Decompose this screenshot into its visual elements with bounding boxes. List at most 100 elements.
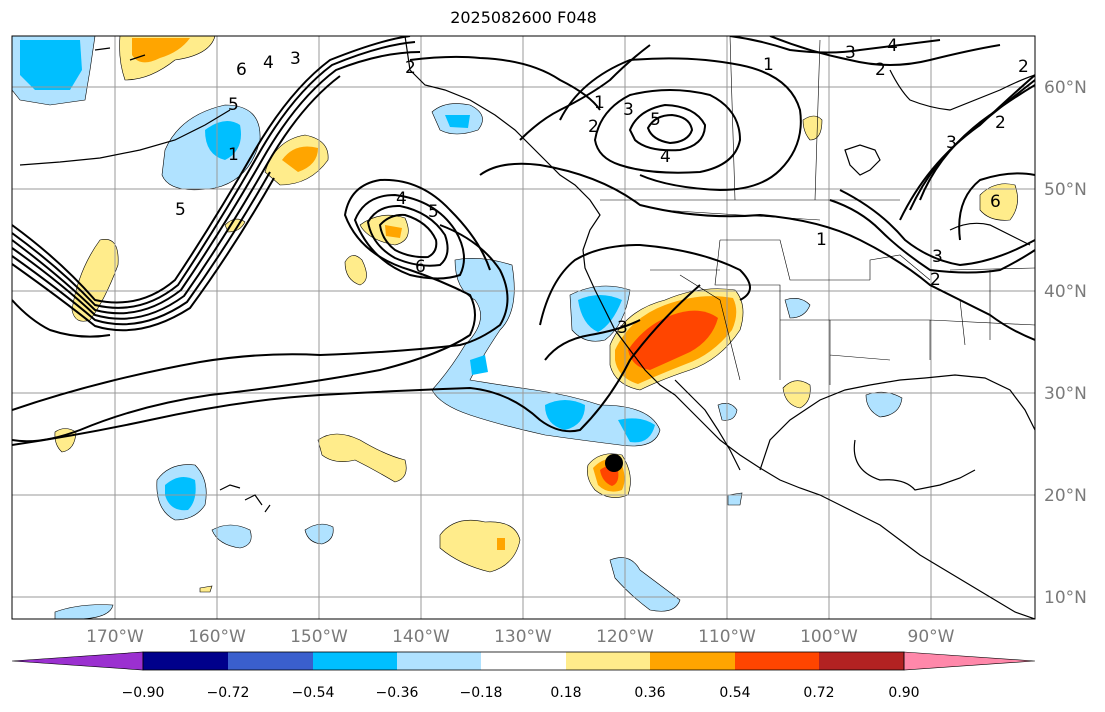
colorbar-over-arrow [903, 651, 1036, 671]
lon-tick-label: 110°W [698, 627, 756, 647]
contour-label: 2 [588, 117, 599, 137]
storm-marker [605, 454, 623, 472]
contour-label: 3 [932, 247, 943, 267]
lat-tick-label: 10°N [1044, 588, 1087, 608]
neg-anom-area [211, 524, 252, 549]
pos-anom-area [54, 428, 77, 453]
lon-tick-label: 130°W [494, 627, 552, 647]
neg-anom-area [54, 604, 114, 619]
contour-lines [12, 36, 1035, 446]
colorbar-segment [228, 652, 313, 670]
pos-anom-core [282, 146, 318, 172]
neg-anom-core [165, 476, 196, 511]
coastlines [19, 36, 1035, 619]
neg-anom-area [727, 492, 743, 506]
colorbar-tick-label: −0.54 [292, 685, 335, 701]
colorbar-tick-label: −0.72 [207, 685, 250, 701]
neg-anom-core [618, 418, 655, 443]
shaded-field [12, 36, 1018, 619]
colorbar: −0.90 −0.72 −0.54 −0.36 −0.18 0.18 0.36 … [11, 651, 1036, 701]
colorbar-segment [481, 652, 566, 670]
pos-anom-area [802, 115, 823, 141]
neg-anom-area [865, 391, 903, 418]
contour-label: 4 [660, 147, 671, 167]
contour-label: 5 [175, 200, 186, 220]
neg-anom-area [784, 298, 811, 319]
political-borders [600, 36, 1035, 385]
lon-tick-label: 160°W [188, 627, 246, 647]
pos-anom-core [132, 38, 190, 63]
colorbar-segment [143, 652, 228, 670]
neg-anom-core [470, 355, 488, 375]
colorbar-segment [566, 652, 650, 670]
colorbar-tick-label: −0.36 [376, 685, 419, 701]
lat-axis: 60°N 50°N 40°N 30°N 20°N 10°N [1044, 78, 1087, 608]
lon-tick-label: 140°W [392, 627, 450, 647]
pos-anom-area [71, 238, 119, 322]
contour-label: 5 [228, 95, 239, 115]
pos-anom-area [317, 433, 407, 483]
neg-anom-area [431, 258, 661, 447]
contour-label: 5 [428, 202, 439, 222]
contour-label: 4 [887, 36, 898, 56]
colorbar-tick-label: 0.54 [719, 685, 750, 701]
contour-label: 6 [236, 60, 247, 80]
graticule [12, 36, 1035, 619]
lat-tick-label: 50°N [1044, 180, 1087, 200]
lat-tick-label: 30°N [1044, 384, 1087, 404]
colorbar-segment [397, 652, 481, 670]
lon-tick-label: 120°W [596, 627, 654, 647]
pos-anom-core [497, 538, 505, 550]
colorbar-under-arrow [11, 651, 144, 671]
lon-tick-label: 90°W [908, 627, 955, 647]
contour-label: 2 [875, 60, 886, 80]
contour-label: 3 [946, 133, 957, 153]
neg-anom-core [545, 400, 585, 430]
colorbar-tick-label: −0.18 [460, 685, 503, 701]
contour-label: 2 [930, 270, 941, 290]
lat-tick-label: 40°N [1044, 282, 1087, 302]
colorbar-tick-label: 0.90 [888, 685, 919, 701]
colorbar-segment [650, 652, 735, 670]
lat-tick-label: 20°N [1044, 486, 1087, 506]
pos-anom-area [344, 255, 367, 286]
pos-anom-area [199, 585, 213, 593]
contour-label: 3 [290, 49, 301, 69]
contour-label: 2 [405, 58, 416, 78]
contour-label: 4 [263, 53, 274, 73]
contour-label: 3 [617, 318, 628, 338]
contour-label: 1 [228, 145, 239, 165]
colorbar-frame [142, 651, 905, 671]
contour-label: 2 [1018, 57, 1029, 77]
map-frame [11, 35, 1036, 620]
contour-label: 4 [396, 189, 407, 209]
contour-label-group: 6 4 3 2 5 4 5 6 1 2 3 5 4 1 3 4 2 1 3 2 … [175, 36, 1029, 338]
contour-label: 1 [594, 93, 605, 113]
pos-anom-core [385, 225, 402, 238]
lat-tick-label: 60°N [1044, 78, 1087, 98]
pos-anom-area [439, 519, 521, 573]
pos-anom-area [979, 183, 1018, 221]
colorbar-segment [819, 652, 904, 670]
colorbar-tick-label: −0.90 [122, 685, 165, 701]
lon-tick-label: 150°W [290, 627, 348, 647]
map-title: 2025082600 F048 [450, 8, 597, 27]
colorbar-segment [313, 652, 397, 670]
contour-label: 6 [415, 257, 426, 277]
neg-anom-core [205, 121, 241, 160]
colorbar-segment [735, 652, 819, 670]
pos-anom-area [782, 380, 811, 409]
neg-anom-core [445, 115, 470, 128]
contour-label: 6 [990, 192, 1001, 212]
colorbar-tick-label: 0.72 [803, 685, 834, 701]
contour-label: 5 [650, 110, 661, 130]
contour-label: 3 [845, 43, 856, 63]
contour-label: 3 [623, 100, 634, 120]
lon-tick-label: 100°W [800, 627, 858, 647]
pos-anom-strong [628, 310, 718, 370]
colorbar-tick-label: 0.18 [550, 685, 581, 701]
colorbar-tick-label: 0.36 [634, 685, 665, 701]
lon-axis: 170°W 160°W 150°W 140°W 130°W 120°W 110°… [86, 627, 955, 647]
neg-anom-core [20, 40, 82, 90]
